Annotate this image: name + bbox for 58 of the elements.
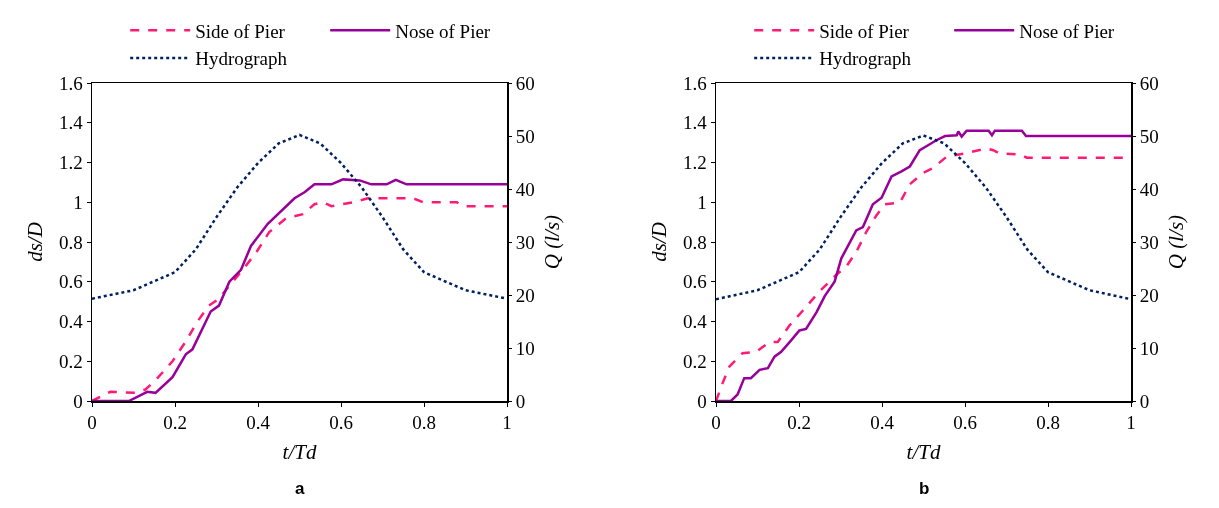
x-axis-title: t/Td xyxy=(282,440,317,465)
y2-tick-label: 50 xyxy=(1139,125,1159,147)
y-tick-label: 0.2 xyxy=(58,350,83,372)
x-tick-label: 0.4 xyxy=(870,412,895,434)
y-tick-label: 0.2 xyxy=(682,350,707,372)
legend-label: Side of Pier xyxy=(195,20,286,42)
line-series xyxy=(92,133,507,300)
y2-tick-label: 40 xyxy=(515,178,535,200)
y2-tick-label: 20 xyxy=(515,284,535,306)
y2-tick-label: 20 xyxy=(1139,284,1159,306)
y-tick-label: 0.4 xyxy=(682,311,708,333)
x-tick-label: 0.8 xyxy=(412,412,436,434)
y-tick-label: 1 xyxy=(73,191,83,213)
legend-label: Side of Pier xyxy=(819,20,910,42)
y2-tick-label: 0 xyxy=(515,390,526,412)
x-tick-label: 0.6 xyxy=(953,412,977,434)
x-tick-label: 0.6 xyxy=(329,412,353,434)
y2-tick-label: 30 xyxy=(1139,231,1159,253)
y-tick-label: 1 xyxy=(697,191,707,213)
x-tick-label: 0.2 xyxy=(163,412,187,434)
legend-label: Hydrograph xyxy=(195,48,288,70)
y-axis-title: ds/D xyxy=(647,222,672,262)
legend-label: Nose of Pier xyxy=(1019,20,1115,42)
y-tick-label: 0.8 xyxy=(58,231,83,253)
y-tick-label: 1.2 xyxy=(58,152,83,174)
text: b xyxy=(919,479,930,498)
y2-tick-label: 60 xyxy=(1139,72,1159,94)
x-tick-label: 1 xyxy=(1126,412,1136,434)
y-tick-label: 0.6 xyxy=(58,271,83,293)
legend-label: Nose of Pier xyxy=(395,20,491,42)
text: a xyxy=(295,479,305,498)
y-tick-label: 1.6 xyxy=(682,72,707,94)
y-tick-label: 0.4 xyxy=(58,311,84,333)
y-tick-label: 0.6 xyxy=(682,271,707,293)
y2-tick-label: 30 xyxy=(515,231,535,253)
y2-axis-title: Q (l/s) xyxy=(540,214,564,270)
y-tick-label: 1.6 xyxy=(58,72,83,94)
y-tick-label: 1.2 xyxy=(682,152,707,174)
y2-tick-label: 10 xyxy=(1139,337,1159,359)
y-tick-label: 0 xyxy=(697,390,707,412)
y2-tick-label: 40 xyxy=(1139,178,1159,200)
y2-tick-label: 60 xyxy=(515,72,535,94)
x-tick-label: 1 xyxy=(502,412,512,434)
x-axis-title: t/Td xyxy=(906,440,941,465)
y-tick-label: 1.4 xyxy=(682,112,708,134)
y2-tick-label: 50 xyxy=(515,125,535,147)
x-tick-label: 0.8 xyxy=(1036,412,1060,434)
y2-tick-label: 0 xyxy=(1139,390,1150,412)
y-tick-label: 0 xyxy=(73,390,83,412)
x-tick-label: 0.4 xyxy=(246,412,271,434)
line-series xyxy=(716,134,1131,301)
legend-label: Hydrograph xyxy=(819,48,912,70)
y-tick-label: 0.8 xyxy=(682,231,707,253)
y2-tick-label: 10 xyxy=(515,337,535,359)
y-tick-label: 1.4 xyxy=(58,112,84,134)
y-axis-title: ds/D xyxy=(23,222,48,262)
y2-axis-title: Q (l/s) xyxy=(1164,214,1188,270)
x-tick-label: 0.2 xyxy=(787,412,811,434)
